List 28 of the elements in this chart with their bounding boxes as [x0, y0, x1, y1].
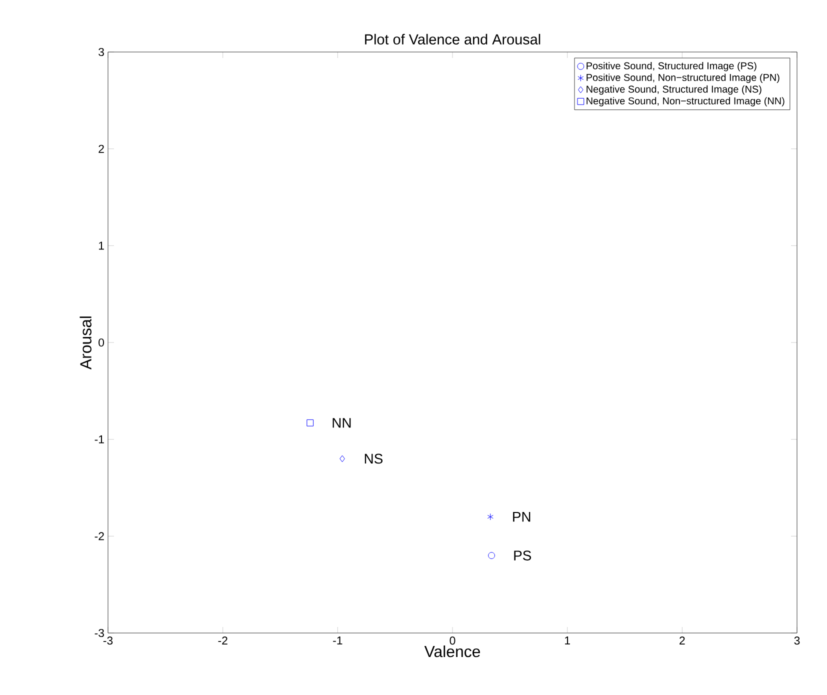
legend-label: Negative Sound, Structured Image (NS) — [586, 85, 762, 95]
x-tick-label: 1 — [565, 636, 570, 644]
y-tick-label: -2 — [94, 532, 104, 540]
annotation: PN — [513, 512, 530, 522]
annotation: NN — [332, 418, 351, 428]
chart-title: Plot of Valence and Arousal — [365, 34, 540, 44]
x-tick-label: -1 — [333, 636, 342, 644]
point — [306, 419, 314, 426]
y-tick-label: -1 — [94, 435, 104, 444]
y-tick-label: 0 — [98, 338, 104, 347]
annotation: NS — [364, 454, 383, 464]
y-tick-label: 3 — [98, 48, 104, 56]
y-axis-title: Arousal — [80, 316, 92, 370]
x-axis-title: Valence — [424, 645, 480, 658]
legend-label: Positive Sound, Structured Image (PS) — [586, 62, 756, 72]
legend-label: Positive Sound, Non−structured Image (PN) — [586, 74, 780, 83]
y-tick-label: 2 — [98, 144, 104, 153]
point — [340, 455, 345, 462]
point — [487, 513, 494, 520]
x-tick-label: -2 — [218, 636, 228, 645]
y-tick-label: 1 — [98, 242, 104, 250]
legend-label: Negative Sound, Non−structured Image (NN) — [586, 97, 784, 106]
point — [488, 552, 495, 559]
x-tick-label: 3 — [794, 636, 800, 645]
x-tick-label: 0 — [450, 636, 456, 645]
y-tick-label: -3 — [94, 628, 104, 638]
x-tick-label: 2 — [680, 636, 685, 645]
annotation: PS — [514, 550, 532, 560]
